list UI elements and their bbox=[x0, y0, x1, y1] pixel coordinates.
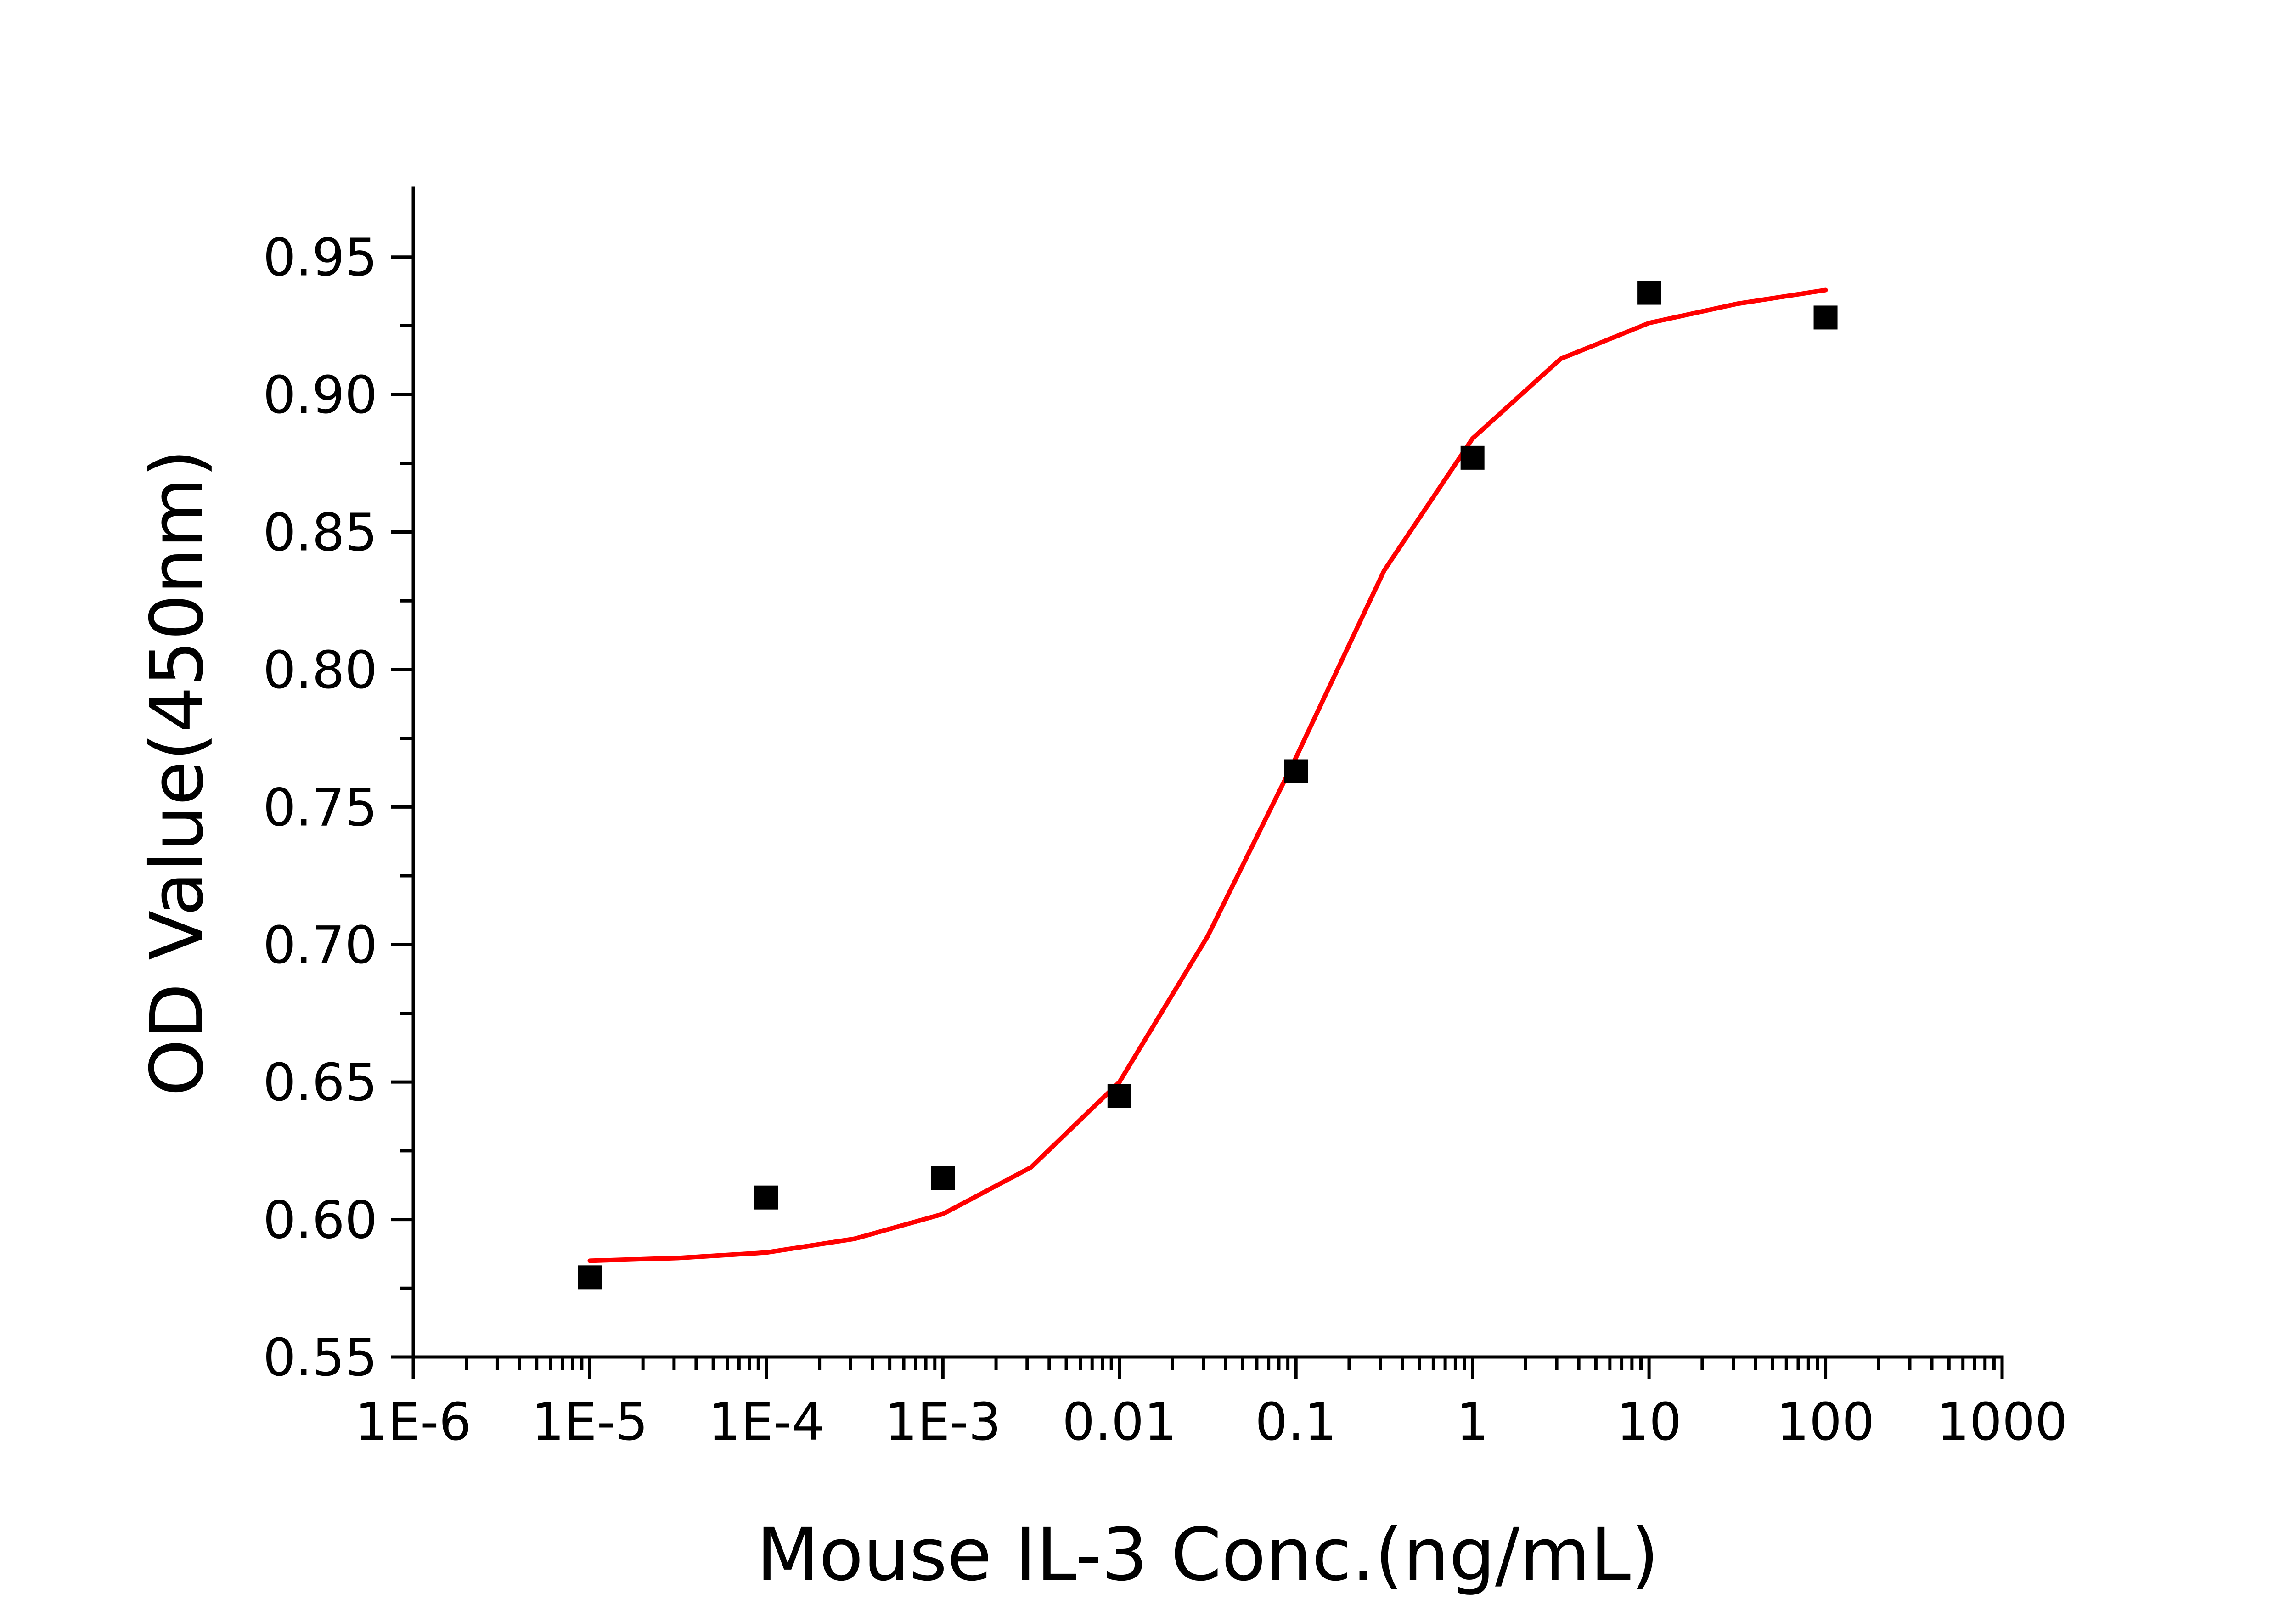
y-tick-label: 0.85 bbox=[263, 503, 377, 563]
y-axis-ticks: 0.55 0.60 0.65 0.70 0.75 0.80 0.85 0.90 0.95 bbox=[263, 228, 413, 1388]
x-axis-ticks: 1E-6 1E-5 1E-4 1E-3 0.01 0.1 1 10 100 1000 bbox=[355, 1357, 2068, 1452]
x-tick-label: 1 bbox=[1456, 1392, 1489, 1452]
y-tick-label: 0.95 bbox=[263, 228, 377, 288]
data-point bbox=[1813, 305, 1838, 330]
y-axis-title: OD Value(450nm) bbox=[135, 449, 219, 1096]
data-point bbox=[1107, 1084, 1131, 1108]
x-tick-label: 0.01 bbox=[1062, 1392, 1176, 1452]
data-point bbox=[754, 1185, 778, 1210]
x-tick-label: 1E-4 bbox=[708, 1392, 825, 1452]
x-tick-label: 100 bbox=[1777, 1392, 1875, 1452]
y-tick-label: 0.70 bbox=[263, 916, 377, 975]
data-point bbox=[931, 1166, 955, 1190]
x-tick-label: 1000 bbox=[1936, 1392, 2067, 1452]
data-points bbox=[578, 281, 1838, 1290]
fit-curve bbox=[587, 287, 1828, 1263]
x-tick-label: 0.1 bbox=[1255, 1392, 1337, 1452]
x-axis-minor-ticks bbox=[465, 1357, 1996, 1370]
data-point bbox=[578, 1265, 602, 1290]
x-tick-label: 1E-6 bbox=[355, 1392, 472, 1452]
y-tick-label: 0.55 bbox=[263, 1328, 377, 1388]
y-tick-label: 0.75 bbox=[263, 778, 377, 838]
x-tick-label: 1E-5 bbox=[532, 1392, 648, 1452]
y-tick-label: 0.90 bbox=[263, 366, 377, 425]
x-tick-label: 1E-3 bbox=[884, 1392, 1001, 1452]
data-point bbox=[1637, 281, 1661, 305]
y-tick-label: 0.65 bbox=[263, 1053, 377, 1113]
x-tick-label: 10 bbox=[1616, 1392, 1682, 1452]
data-point bbox=[1284, 759, 1308, 783]
y-tick-label: 0.60 bbox=[263, 1191, 377, 1250]
y-axis-minor-ticks bbox=[400, 324, 413, 1290]
x-axis-title: Mouse IL-3 Conc.(ng/mL) bbox=[756, 1513, 1659, 1597]
data-point bbox=[1460, 445, 1485, 470]
y-tick-label: 0.80 bbox=[263, 641, 377, 700]
